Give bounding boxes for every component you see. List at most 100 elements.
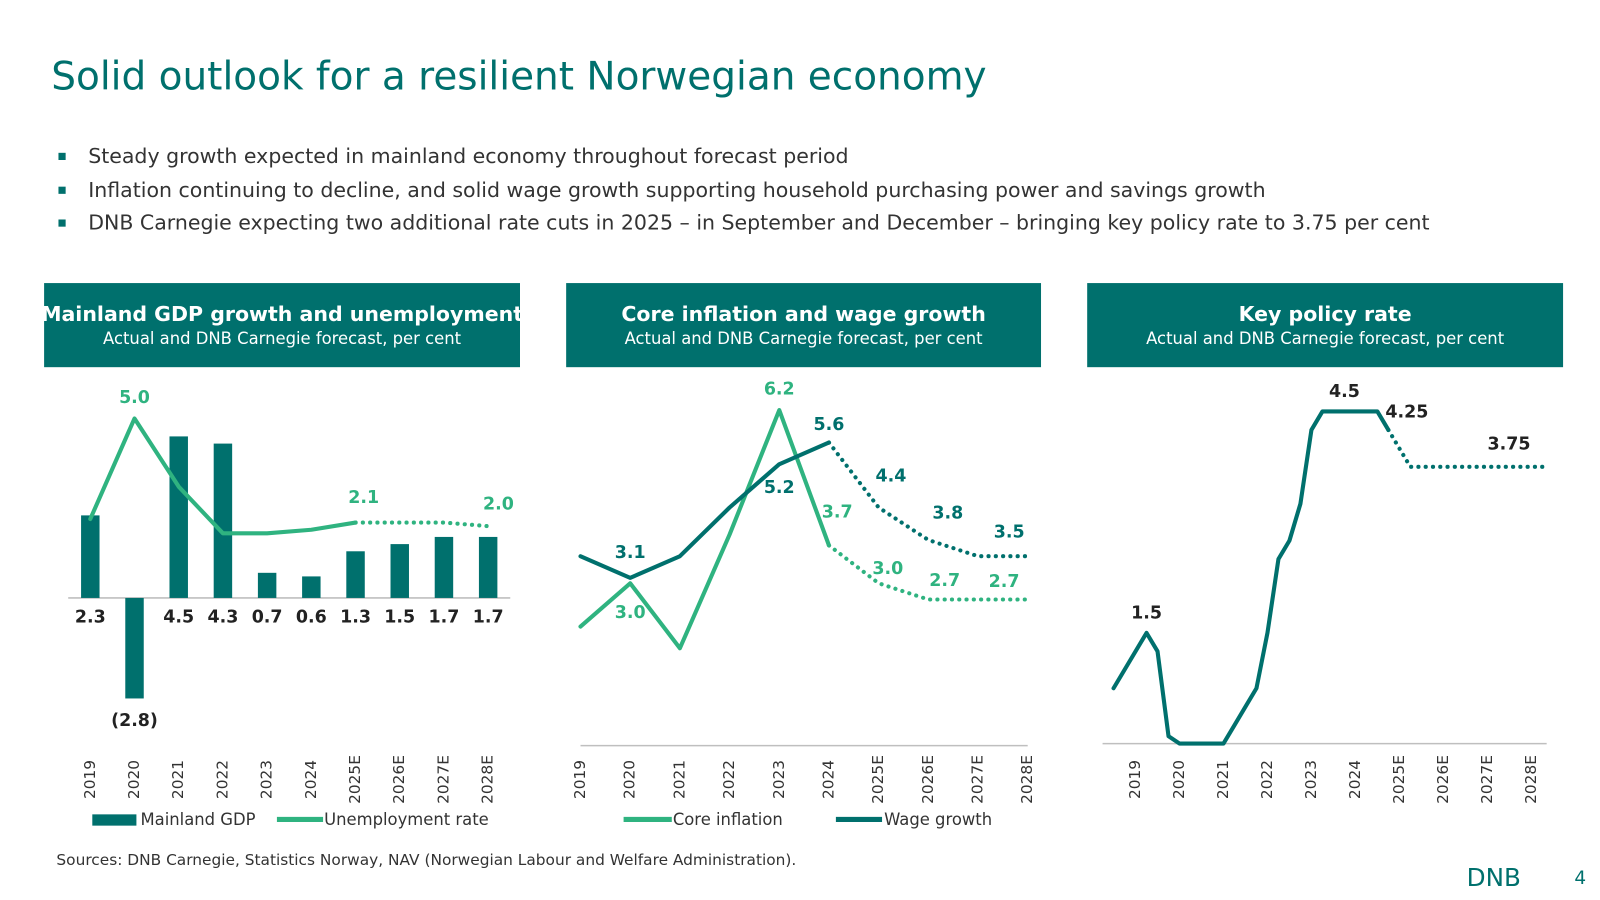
data-label: 5.2 <box>764 478 795 498</box>
data-label: 3.7 <box>822 503 853 523</box>
x-tick-label: 2027E <box>1478 755 1496 804</box>
data-label: 3.0 <box>615 603 646 623</box>
data-label: 6.2 <box>764 380 795 400</box>
data-label: 4.5 <box>163 607 194 627</box>
x-tick-label: 2019 <box>81 760 99 799</box>
bar <box>302 576 321 598</box>
bullet-marker <box>58 219 66 227</box>
data-label: 3.75 <box>1488 434 1531 454</box>
data-label: 0.6 <box>296 607 327 627</box>
data-label: 4.25 <box>1385 402 1428 422</box>
sources: Sources: DNB Carnegie, Statistics Norway… <box>56 851 796 869</box>
x-tick-label: 2028E <box>479 755 497 804</box>
x-tick-label: 2026E <box>919 755 937 804</box>
x-tick-label: 2027E <box>969 755 987 804</box>
x-tick-label: 2026E <box>1434 755 1452 804</box>
bar <box>213 443 233 598</box>
x-tick-label: 2023 <box>1302 760 1320 799</box>
x-tick-label: 2019 <box>571 760 589 799</box>
bar <box>125 597 144 699</box>
bullet: DNB Carnegie expecting two additional ra… <box>88 211 1429 235</box>
data-label: 2.7 <box>989 572 1020 592</box>
slide-title: Solid outlook for a resilient Norwegian … <box>51 54 986 99</box>
data-label: 1.7 <box>473 607 504 627</box>
x-tick-label: 2021 <box>169 760 187 799</box>
chart-header <box>44 283 520 368</box>
x-tick-label: 2021 <box>1214 760 1232 799</box>
data-label: 3.0 <box>872 559 903 579</box>
x-tick-label: 2025E <box>1390 755 1408 804</box>
x-tick-label: 2022 <box>720 760 738 799</box>
chart-title: Key policy rate <box>1239 302 1412 326</box>
chart-title: Mainland GDP growth and unemployment <box>41 302 523 326</box>
data-label: 2.1 <box>348 488 379 508</box>
x-tick-label: 2028E <box>1522 755 1540 804</box>
x-tick-label: 2022 <box>213 760 231 799</box>
data-label: 4.3 <box>207 607 238 627</box>
x-tick-label: 2028E <box>1018 755 1036 804</box>
data-label: 5.0 <box>119 388 150 408</box>
bullet-marker <box>58 152 66 160</box>
chart-title: Core inflation and wage growth <box>621 302 986 326</box>
bar <box>169 436 188 598</box>
x-tick-label: 2020 <box>1170 760 1188 799</box>
x-tick-label: 2021 <box>670 760 688 799</box>
x-tick-label: 2024 <box>302 760 320 799</box>
data-label: 0.7 <box>252 607 283 627</box>
data-label: 3.1 <box>615 543 646 563</box>
forecast-line <box>353 520 491 529</box>
x-tick-label: 2027E <box>434 755 452 804</box>
x-tick-label: 2025E <box>346 755 364 804</box>
x-tick-label: 2019 <box>1126 760 1144 799</box>
data-label: 1.5 <box>384 607 415 627</box>
data-label: 1.7 <box>429 607 460 627</box>
data-label: 1.3 <box>340 607 371 627</box>
x-tick-label: 2020 <box>125 760 143 799</box>
x-tick-label: 2022 <box>1258 760 1276 799</box>
x-tick-label: 2023 <box>258 760 276 799</box>
bar <box>390 544 409 598</box>
x-tick-label: 2025E <box>869 755 887 804</box>
forecast-line <box>826 543 1030 602</box>
x-tick-label: 2026E <box>390 755 408 804</box>
line <box>1111 409 1391 746</box>
data-label: 3.5 <box>994 523 1025 543</box>
chart-subtitle: Actual and DNB Carnegie forecast, per ce… <box>103 329 462 348</box>
line <box>578 408 831 651</box>
chart-header <box>566 283 1042 368</box>
data-label: 2.0 <box>483 495 514 515</box>
legend-label: Unemployment rate <box>324 810 489 829</box>
bar <box>434 536 454 598</box>
bar <box>346 551 365 598</box>
data-label: 4.5 <box>1329 382 1360 402</box>
data-label: 4.4 <box>876 467 907 487</box>
bar <box>257 572 277 598</box>
bullet-marker <box>58 186 66 194</box>
x-tick-label: 2023 <box>770 760 788 799</box>
logo: DNB <box>1467 863 1521 892</box>
legend-swatch <box>92 814 137 826</box>
x-tick-label: 2020 <box>621 760 639 799</box>
chart-subtitle: Actual and DNB Carnegie forecast, per ce… <box>625 329 984 348</box>
data-label: (2.8) <box>111 711 158 731</box>
data-label: 1.5 <box>1131 603 1162 623</box>
line <box>578 440 831 580</box>
data-label: 2.7 <box>929 571 960 591</box>
legend-label: Wage growth <box>884 810 992 829</box>
data-label: 2.3 <box>75 607 106 627</box>
x-tick-label: 2024 <box>1346 760 1364 799</box>
bar <box>478 536 498 598</box>
bullet: Steady growth expected in mainland econo… <box>88 144 848 168</box>
page-number: 4 <box>1574 868 1586 889</box>
chart-header <box>1087 283 1564 368</box>
line <box>88 416 358 536</box>
legend-label: Core inflation <box>673 810 783 829</box>
x-tick-label: 2024 <box>819 760 837 799</box>
forecast-line <box>1386 427 1545 469</box>
bullet: Inflation continuing to decline, and sol… <box>88 178 1265 202</box>
data-label: 5.6 <box>814 415 845 435</box>
forecast-line <box>826 440 1030 559</box>
bar <box>81 515 100 598</box>
